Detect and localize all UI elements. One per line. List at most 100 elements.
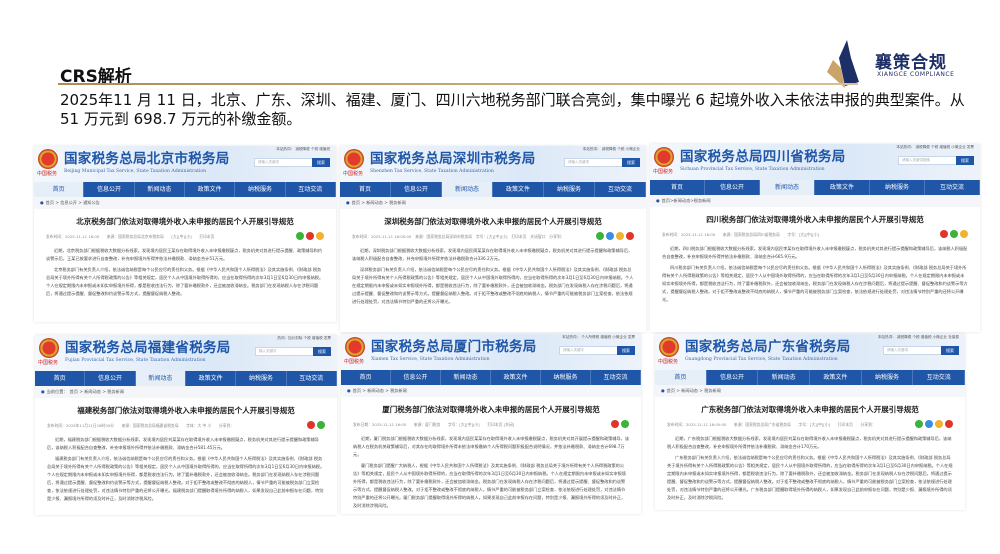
search-input[interactable]: 输入关键字 搜索: [255, 347, 331, 356]
nav-item[interactable]: 首页: [655, 370, 707, 385]
weibo-share-icon[interactable]: [626, 232, 634, 240]
nav-item[interactable]: 信息公开: [85, 371, 136, 386]
nav-item[interactable]: 首页: [341, 370, 391, 385]
nav-item[interactable]: 互动交流: [286, 182, 336, 197]
nav-item[interactable]: 互动交流: [591, 370, 641, 385]
site-name: 国家税务总局四川省税务局: [680, 149, 846, 165]
nav-item[interactable]: 互动交流: [287, 371, 337, 386]
favorite-share-icon[interactable]: [616, 232, 624, 240]
breadcrumb-text[interactable]: 首页 > 新闻动态 > 税务新闻: [666, 388, 721, 393]
hot-words: 本站热词： 减税降费 个税 增值税 小微企业 发票: [896, 145, 974, 149]
nav-item[interactable]: 纳税服务: [862, 370, 914, 385]
nav-item[interactable]: 新闻动态: [441, 370, 491, 385]
nav-item[interactable]: 信息公开: [391, 182, 442, 197]
nav-item[interactable]: 政策文件: [810, 370, 862, 385]
nav-item[interactable]: 政策文件: [185, 182, 236, 197]
location-pin-icon: ●: [346, 200, 350, 205]
nav-item[interactable]: 信息公开: [391, 370, 441, 385]
nav-item[interactable]: 首页: [35, 371, 86, 386]
wechat-share-icon[interactable]: [296, 232, 304, 240]
nav-item[interactable]: 信息公开: [84, 182, 135, 197]
search-button[interactable]: 搜索: [622, 158, 640, 167]
share-icons: [915, 420, 953, 428]
search-button[interactable]: 搜索: [312, 158, 330, 167]
wechat-share-icon[interactable]: [621, 420, 629, 428]
breadcrumb-text[interactable]: 首页>新闻动态>税务新闻: [661, 198, 711, 203]
weibo-share-icon[interactable]: [611, 420, 619, 428]
nav-item[interactable]: 互动交流: [595, 182, 646, 197]
article-paragraph: 近期，广东税务部门根据税收大数据分析线索，发现境内居民刘某存在取得境外收入未申报…: [667, 436, 952, 449]
nav-item[interactable]: 信息公开: [707, 370, 759, 385]
tax-site-screenshot: 中国税务 国家税务总局福建省税务局 Fujian Provincial Tax …: [35, 335, 337, 515]
share-icons: [307, 421, 325, 429]
slogan-logo: 中国税务: [658, 359, 679, 365]
nav-item[interactable]: 政策文件: [815, 180, 870, 195]
favorite-share-icon[interactable]: [935, 420, 943, 428]
breadcrumb-text[interactable]: 首页 > 新闻动态 > 税务新闻: [352, 388, 407, 393]
location-pin-icon: ●: [41, 389, 45, 394]
wechat-share-icon[interactable]: [915, 420, 923, 428]
search-button[interactable]: 搜索: [956, 156, 974, 165]
favorite-share-icon[interactable]: [316, 232, 324, 240]
slogan-logo: 中国税务: [344, 359, 365, 365]
nav-item[interactable]: 纳税服务: [236, 371, 287, 386]
location-pin-icon: ●: [656, 198, 660, 203]
nav-item[interactable]: 互动交流: [925, 180, 980, 195]
nav-item[interactable]: 首页: [340, 182, 391, 197]
wechat-share-icon[interactable]: [317, 421, 325, 429]
nav-item[interactable]: 新闻动态: [758, 370, 811, 385]
slide-title: CRS解析: [60, 67, 132, 87]
search-input[interactable]: 请输入关键词搜索 搜索: [898, 156, 974, 165]
nav-item[interactable]: 纳税服务: [544, 182, 595, 197]
nav-item[interactable]: 新闻动态: [760, 180, 815, 195]
nav-item[interactable]: 政策文件: [491, 370, 541, 385]
nav-item[interactable]: 首页: [650, 180, 705, 195]
main-nav: 首页 信息公开 新闻动态 政策文件 纳税服务 互动交流: [655, 370, 965, 385]
nav-item[interactable]: 互动交流: [913, 370, 965, 385]
qq-share-icon[interactable]: [925, 420, 933, 428]
search-input[interactable]: 请输入关键词 搜索: [883, 346, 959, 355]
hot-words: 本站热词： 个人所得税 增值税 小微企业 发票: [562, 335, 635, 339]
nav-item[interactable]: 纳税服务: [541, 370, 591, 385]
article-paragraph: 北京税务部门有关负责人介绍，依法诚信纳税是每个公民应尽的责任和义务。根据《中华人…: [46, 267, 324, 296]
weibo-share-icon[interactable]: [307, 421, 315, 429]
nav-item[interactable]: 信息公开: [705, 180, 760, 195]
article-title: 四川税务部门依法对取得境外收入未申报的居民个人开展引导规范: [706, 215, 924, 224]
qq-share-icon[interactable]: [606, 232, 614, 240]
nav-item[interactable]: 政策文件: [493, 182, 544, 197]
search-input[interactable]: 请输入关键词 搜索: [564, 158, 640, 167]
favorite-share-icon[interactable]: [960, 230, 968, 238]
article-paragraph: 厦门税务部门提醒广大纳税人，根据《中华人民共和国个人所得税法》及其实施条例、《财…: [353, 463, 626, 508]
search-input[interactable]: 请输入关键字 搜索: [559, 346, 635, 355]
search-button[interactable]: 搜索: [313, 347, 331, 356]
article-paragraph: 近期，北京税务部门根据税收大数据分析线索，发现境内居民王某存在取得境外收入未申报…: [46, 248, 323, 261]
wechat-share-icon[interactable]: [596, 232, 604, 240]
slogan-logo: 中国税务: [653, 169, 674, 175]
nav-item[interactable]: 纳税服务: [870, 180, 925, 195]
share-icons: [596, 232, 634, 240]
site-name: 国家税务总局福建省税务局: [65, 340, 231, 356]
nav-item[interactable]: 新闻动态: [442, 182, 493, 197]
article-body: 近期，福建税务部门根据税收大数据分析线索，发现境内居民刘某某存在取得境外收入未申…: [35, 432, 337, 503]
nav-item[interactable]: 首页: [34, 182, 85, 197]
breadcrumb-text[interactable]: 首页 > 新闻动态 > 税务新闻: [351, 200, 406, 205]
weibo-share-icon[interactable]: [945, 420, 953, 428]
breadcrumb-text[interactable]: 首页 > 信息公开 > 通知公告: [45, 200, 100, 205]
nav-item[interactable]: 新闻动态: [135, 371, 186, 386]
site-name: 国家税务总局深圳市税务局: [370, 151, 536, 167]
search-button[interactable]: 搜索: [941, 346, 959, 355]
breadcrumb-text[interactable]: 当前位置： 首页 > 新闻动态 > 税务新闻: [46, 389, 124, 394]
wechat-share-icon[interactable]: [950, 230, 958, 238]
tax-site-screenshot: 中国税务 国家税务总局四川省税务局 Sichuan Provincial Tax…: [650, 144, 980, 332]
article-title: 福建税务部门依法对取得境外收入未申报的居民个人开展引导规范: [77, 406, 295, 415]
article-meta: 发布时间：2025-11-11 16:00 来源：国家税务总局北京市税务局 [大…: [46, 232, 324, 240]
article-meta-text: 发布时间：2025-11-11 16:00:00 来源：国家税务总局广东省税务局…: [667, 421, 876, 427]
location-pin-icon: ●: [40, 200, 44, 205]
weibo-share-icon[interactable]: [940, 230, 948, 238]
search-button[interactable]: 搜索: [617, 346, 635, 355]
nav-item[interactable]: 纳税服务: [235, 182, 286, 197]
nav-item[interactable]: 政策文件: [186, 371, 237, 386]
weibo-share-icon[interactable]: [306, 232, 314, 240]
search-input[interactable]: 请输入关键词 搜索: [254, 158, 330, 167]
nav-item[interactable]: 新闻动态: [135, 182, 185, 197]
